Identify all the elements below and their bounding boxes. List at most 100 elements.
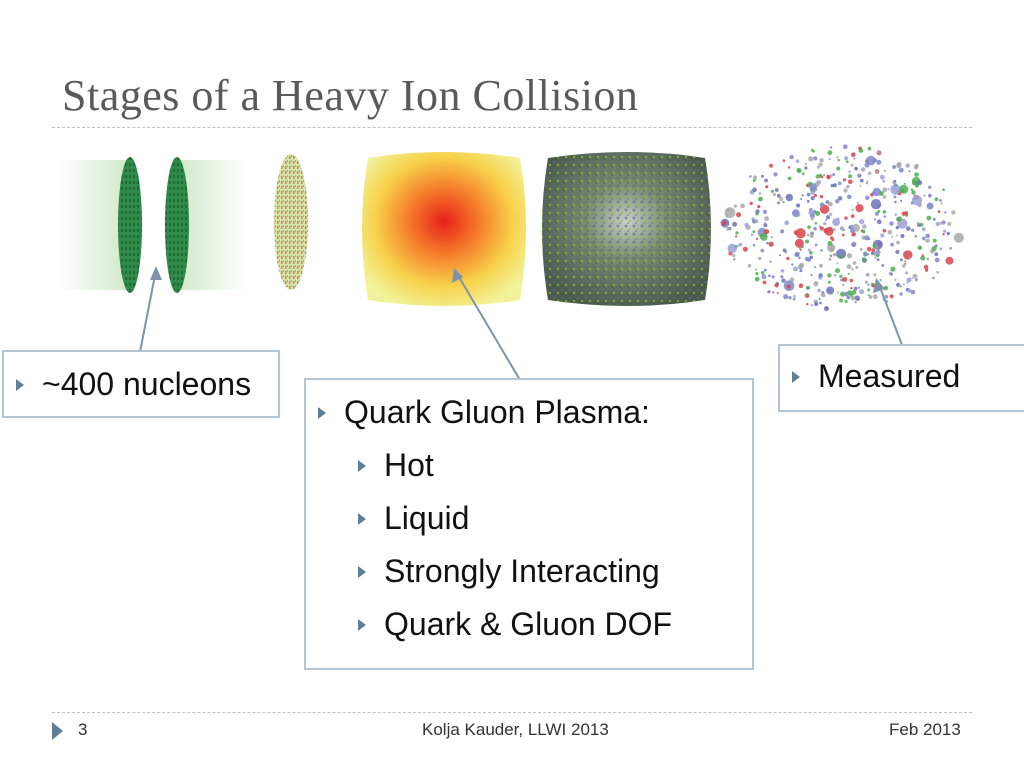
particle-dot	[921, 254, 924, 257]
particle-dot	[890, 184, 901, 195]
nucleons-text: ~400 nucleons	[42, 366, 252, 402]
particle-dot	[895, 234, 898, 237]
particle-dot	[764, 178, 768, 183]
particle-dot	[805, 162, 808, 165]
particle-dot	[824, 306, 829, 312]
particle-dot	[851, 290, 857, 295]
particle-dot	[872, 294, 878, 300]
particle-dot	[882, 195, 887, 199]
particle-dot	[861, 229, 866, 234]
particle-dot	[810, 231, 814, 236]
particle-dot	[758, 192, 762, 195]
particle-dot	[860, 167, 866, 172]
particle-dot	[903, 250, 913, 260]
particle-dot	[786, 256, 790, 261]
particle-dot	[828, 257, 832, 261]
particle-dot	[796, 168, 801, 172]
particle-dot	[789, 154, 794, 160]
particle-dot	[841, 233, 845, 237]
particle-dot	[921, 236, 926, 241]
hadronization-stage	[542, 152, 711, 306]
particle-dot	[787, 166, 791, 169]
particle-dot	[781, 278, 786, 283]
particle-dot	[910, 188, 914, 192]
particle-dot	[882, 210, 887, 214]
particle-dot	[836, 248, 847, 259]
particle-dot	[846, 253, 853, 259]
particle-dot	[835, 268, 840, 274]
particle-dot	[747, 264, 752, 268]
particle-dot	[812, 150, 815, 153]
particle-dot	[814, 302, 819, 307]
particle-dot	[923, 264, 929, 270]
particle-dot	[904, 262, 907, 265]
particle-dot	[864, 162, 870, 168]
particle-dot	[814, 266, 817, 269]
particle-dot	[769, 163, 773, 168]
particle-dot	[829, 254, 833, 258]
particle-dot	[830, 183, 835, 188]
particle-dot	[776, 194, 781, 198]
particle-dot	[841, 283, 845, 287]
particle-dot	[755, 237, 759, 240]
particle-dot	[923, 194, 926, 197]
particle-dot	[847, 194, 852, 200]
particle-dot	[820, 292, 826, 298]
particle-dot	[798, 247, 801, 250]
bullet-icon	[792, 370, 800, 383]
particle-dot	[870, 199, 882, 210]
particle-dot	[738, 242, 743, 247]
particle-dot	[813, 156, 818, 161]
particle-dot	[907, 288, 912, 293]
particle-dot	[820, 175, 824, 179]
particle-dot	[824, 227, 834, 236]
particle-dot	[817, 288, 821, 293]
particle-dot	[826, 215, 831, 220]
particle-dot	[804, 166, 808, 170]
particle-dot	[820, 249, 823, 252]
particle-dot	[785, 193, 793, 202]
particle-dot	[783, 294, 789, 300]
particle-dot	[902, 252, 905, 255]
particle-dot	[894, 213, 897, 216]
particle-dot	[827, 150, 833, 156]
particle-dot	[880, 233, 885, 238]
particle-dot	[787, 176, 792, 181]
particle-dot	[875, 170, 879, 174]
particle-dot	[768, 241, 774, 247]
particle-dot	[815, 174, 821, 179]
particle-dot	[814, 222, 818, 225]
particle-dot	[935, 221, 940, 227]
particle-dot	[752, 187, 757, 192]
particle-dot	[763, 268, 767, 272]
particle-dot	[819, 202, 825, 208]
bullet-icon	[358, 618, 366, 631]
particle-dot	[893, 195, 897, 199]
particle-dot	[779, 197, 784, 202]
particle-dot	[905, 163, 910, 168]
particle-dot	[872, 187, 881, 197]
particle-dot	[732, 221, 738, 227]
particle-dot	[846, 264, 852, 270]
particle-dot	[831, 238, 835, 242]
particle-dot	[859, 247, 863, 251]
bullet-icon	[358, 565, 366, 578]
particle-dot	[780, 275, 784, 279]
particle-dot	[843, 188, 848, 193]
particle-dot	[806, 293, 809, 296]
particle-dot	[829, 174, 833, 178]
particle-dot	[750, 233, 754, 236]
particle-dot	[914, 278, 918, 282]
particle-dot	[724, 207, 736, 219]
particle-dot	[842, 276, 848, 282]
particle-dot	[940, 202, 943, 205]
particle-dot	[951, 210, 956, 215]
particle-dot	[808, 156, 814, 162]
particle-dot	[882, 179, 886, 183]
particle-dot	[809, 234, 814, 239]
particle-dot	[904, 271, 909, 275]
particle-dot	[836, 156, 839, 159]
particle-dot	[895, 225, 899, 230]
particle-dot	[911, 190, 916, 195]
particle-dot	[851, 268, 854, 271]
